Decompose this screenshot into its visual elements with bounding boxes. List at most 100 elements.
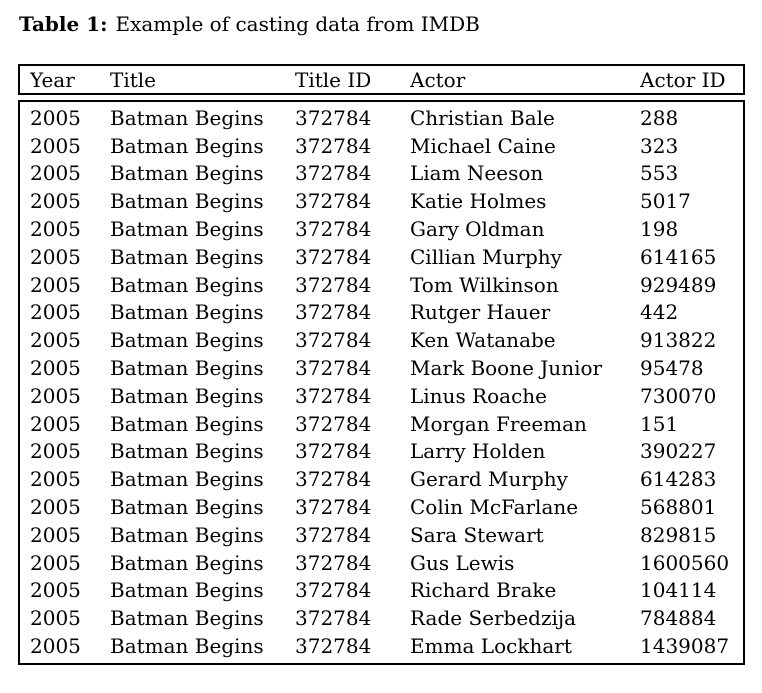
cell-actor: Larry Holden <box>410 439 546 464</box>
cell-year: 2005 <box>30 467 81 492</box>
column-header-title: Title <box>110 67 157 92</box>
cell-actor-id: 104114 <box>640 578 717 603</box>
cell-title-id: 372784 <box>295 105 372 130</box>
cell-actor: Richard Brake <box>410 578 557 603</box>
cell-year: 2005 <box>30 383 81 408</box>
cell-actor-id: 614283 <box>640 467 717 492</box>
table-row: 2005 Batman Begins 372784 Sara Stewart 82981… <box>30 521 743 549</box>
cell-actor-id: 5017 <box>640 189 691 214</box>
cell-title-id: 372784 <box>295 578 372 603</box>
table-row: 2005 Batman Begins 372784 Ken Watanabe 91382… <box>30 326 743 354</box>
casting-table: Year Title Title ID Actor Actor ID 2005 B… <box>18 64 745 665</box>
cell-actor: Sara Stewart <box>410 522 544 547</box>
cell-year: 2005 <box>30 161 81 186</box>
column-header-actor-id: Actor ID <box>640 67 726 92</box>
table-row: 2005 Batman Begins 372784 Mark Boone Junior… <box>30 354 743 382</box>
cell-actor-id: 568801 <box>640 495 717 520</box>
table-row: 2005 Batman Begins 372784 Morgan Freeman 151 <box>30 410 743 438</box>
cell-title-id: 372784 <box>295 356 372 381</box>
table-body: 2005 Batman Begins 372784 Christian Bale 288… <box>18 100 745 665</box>
cell-year: 2005 <box>30 495 81 520</box>
cell-title: Batman Begins <box>110 467 264 492</box>
cell-title: Batman Begins <box>110 522 264 547</box>
cell-title: Batman Begins <box>110 300 264 325</box>
table-row: 2005 Batman Begins 372784 Rutger Hauer 442 <box>30 299 743 327</box>
cell-actor-id: 151 <box>640 411 679 436</box>
cell-title: Batman Begins <box>110 606 264 631</box>
column-header-year: Year <box>30 67 75 92</box>
cell-actor: Linus Roache <box>410 383 548 408</box>
cell-title: Batman Begins <box>110 550 264 575</box>
table-caption: Table 1: Example of casting data from IMD… <box>19 11 480 37</box>
cell-actor-id: 323 <box>640 133 679 158</box>
table-row: 2005 Batman Begins 372784 Colin McFarlane 56… <box>30 493 743 521</box>
cell-year: 2005 <box>30 217 81 242</box>
cell-title-id: 372784 <box>295 328 372 353</box>
cell-title-id: 372784 <box>295 272 372 297</box>
cell-actor: Michael Caine <box>410 133 556 158</box>
cell-title: Batman Begins <box>110 244 264 269</box>
cell-actor-id: 553 <box>640 161 679 186</box>
cell-title-id: 372784 <box>295 411 372 436</box>
table-row: 2005 Batman Begins 372784 Gus Lewis 1600560 <box>30 549 743 577</box>
cell-year: 2005 <box>30 356 81 381</box>
cell-title-id: 372784 <box>295 133 372 158</box>
cell-year: 2005 <box>30 522 81 547</box>
cell-title: Batman Begins <box>110 439 264 464</box>
table-row: 2005 Batman Begins 372784 Linus Roache 73007… <box>30 382 743 410</box>
column-header-actor: Actor <box>410 67 466 92</box>
cell-year: 2005 <box>30 300 81 325</box>
cell-title: Batman Begins <box>110 217 264 242</box>
cell-actor-id: 288 <box>640 105 679 130</box>
cell-title: Batman Begins <box>110 328 264 353</box>
cell-title-id: 372784 <box>295 495 372 520</box>
cell-actor: Katie Holmes <box>410 189 547 214</box>
cell-actor: Rutger Hauer <box>410 300 551 325</box>
cell-title-id: 372784 <box>295 383 372 408</box>
table-row: 2005 Batman Begins 372784 Cillian Murphy 614… <box>30 243 743 271</box>
cell-year: 2005 <box>30 411 81 436</box>
cell-title-id: 372784 <box>295 161 372 186</box>
table-row: 2005 Batman Begins 372784 Liam Neeson 553 <box>30 160 743 188</box>
cell-title: Batman Begins <box>110 411 264 436</box>
cell-actor-id: 95478 <box>640 356 704 381</box>
cell-actor-id: 198 <box>640 217 679 242</box>
cell-actor-id: 730070 <box>640 383 717 408</box>
cell-actor: Rade Serbedzija <box>410 606 577 631</box>
cell-actor-id: 929489 <box>640 272 717 297</box>
table-row: 2005 Batman Begins 372784 Gerard Murphy 6142… <box>30 465 743 493</box>
cell-actor: Morgan Freeman <box>410 411 587 436</box>
table-row: 2005 Batman Begins 372784 Christian Bale 288 <box>30 104 743 132</box>
cell-actor: Emma Lockhart <box>410 634 572 659</box>
cell-title: Batman Begins <box>110 634 264 659</box>
table-row: 2005 Batman Begins 372784 Katie Holmes 5017 <box>30 187 743 215</box>
cell-title-id: 372784 <box>295 217 372 242</box>
cell-year: 2005 <box>30 606 81 631</box>
cell-title-id: 372784 <box>295 300 372 325</box>
cell-year: 2005 <box>30 105 81 130</box>
cell-actor-id: 1600560 <box>640 550 730 575</box>
cell-actor-id: 784884 <box>640 606 717 631</box>
cell-actor-id: 442 <box>640 300 679 325</box>
cell-actor: Liam Neeson <box>410 161 544 186</box>
cell-title: Batman Begins <box>110 495 264 520</box>
cell-year: 2005 <box>30 272 81 297</box>
cell-title: Batman Begins <box>110 383 264 408</box>
table-row: 2005 Batman Begins 372784 Emma Lockhart 1439… <box>30 632 743 660</box>
cell-title-id: 372784 <box>295 439 372 464</box>
cell-title: Batman Begins <box>110 161 264 186</box>
cell-title: Batman Begins <box>110 356 264 381</box>
table-header-row: Year Title Title ID Actor Actor ID <box>18 64 745 95</box>
cell-title: Batman Begins <box>110 133 264 158</box>
cell-title: Batman Begins <box>110 272 264 297</box>
table-row: 2005 Batman Begins 372784 Gary Oldman 198 <box>30 215 743 243</box>
caption-label: Table 1: <box>19 12 108 36</box>
cell-title: Batman Begins <box>110 189 264 214</box>
cell-year: 2005 <box>30 550 81 575</box>
cell-year: 2005 <box>30 439 81 464</box>
cell-year: 2005 <box>30 634 81 659</box>
caption-text: Example of casting data from IMDB <box>115 12 480 36</box>
table-row: 2005 Batman Begins 372784 Michael Caine 323 <box>30 132 743 160</box>
cell-actor: Cillian Murphy <box>410 244 562 269</box>
